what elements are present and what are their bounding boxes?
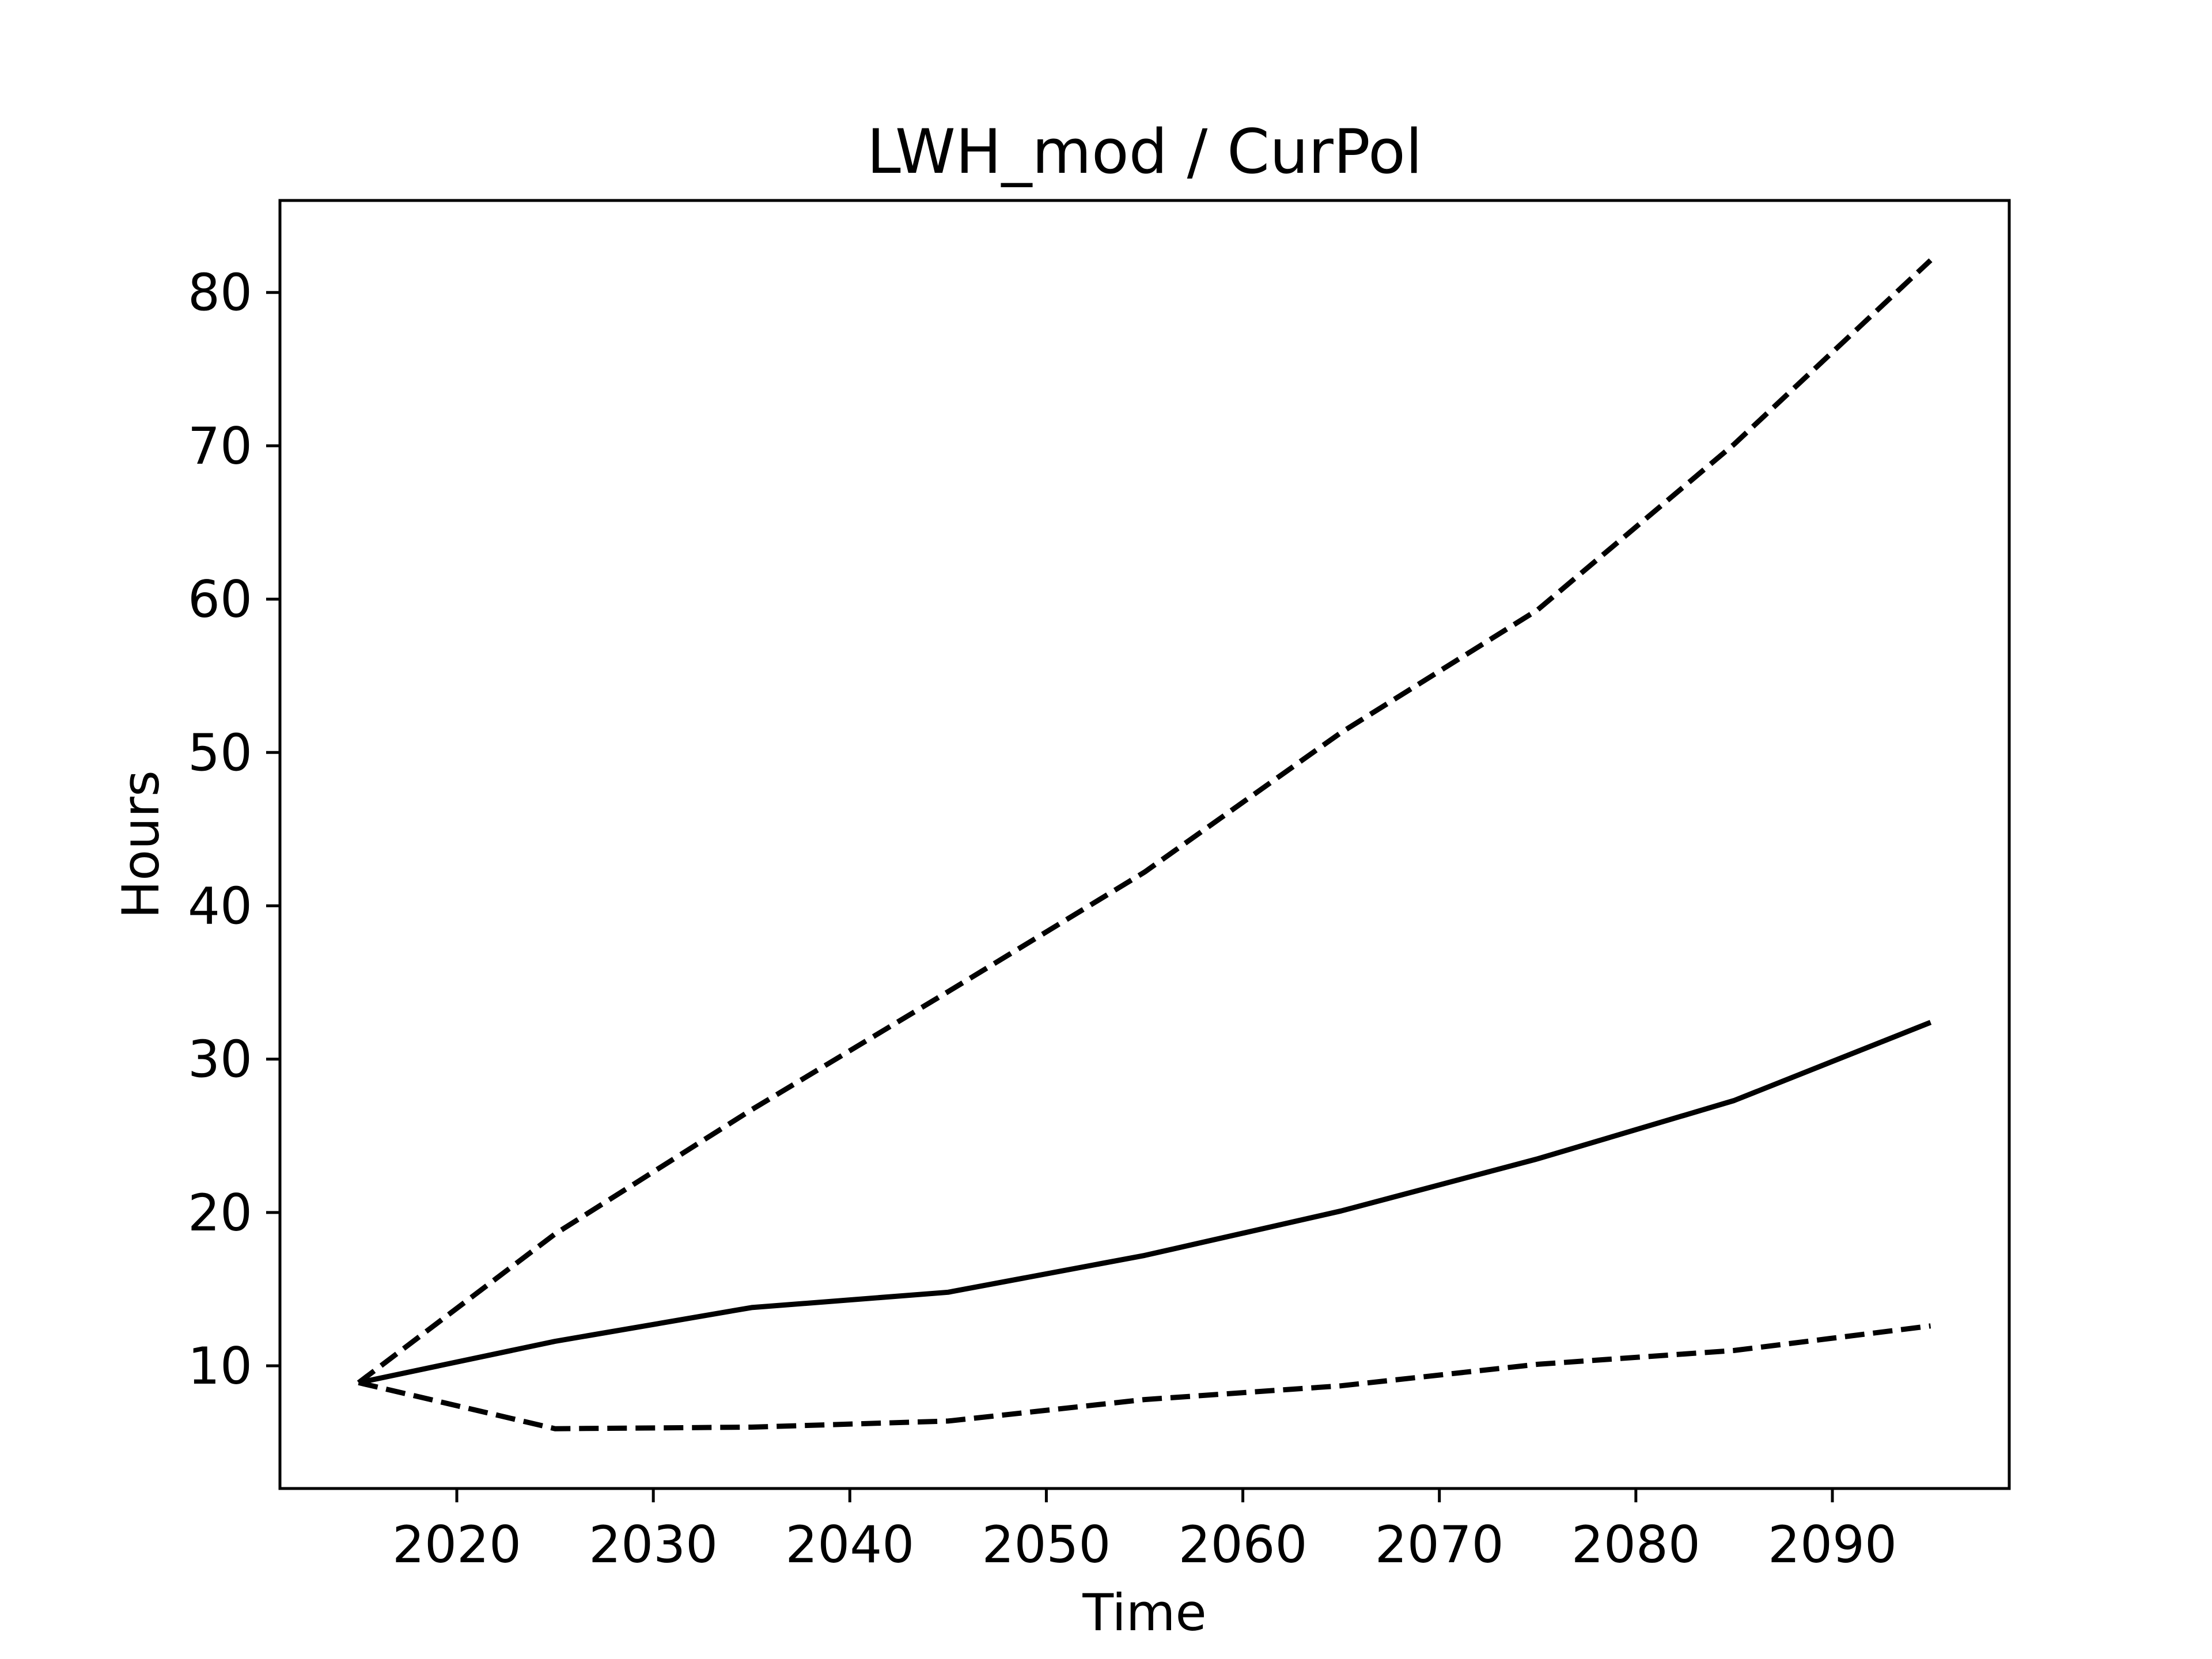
x-axis-ticks: 2020 2030 2040 2050 2060 2070 2080 2090	[392, 1488, 1897, 1574]
x-tick-label: 2090	[1768, 1515, 1897, 1574]
y-tick-label: 20	[188, 1183, 252, 1243]
y-tick-label: 80	[188, 263, 252, 323]
y-tick-label: 40	[188, 876, 252, 935]
y-axis-ticks: 10 20 30 40 50 60 70 80	[188, 263, 280, 1396]
y-tick-label: 30	[188, 1030, 252, 1089]
x-tick-label: 2020	[392, 1515, 521, 1574]
dashed-series-line-1	[357, 258, 1933, 1385]
x-tick-label: 2060	[1179, 1515, 1308, 1574]
x-tick-label: 2080	[1571, 1515, 1700, 1574]
x-tick-label: 2050	[982, 1515, 1111, 1574]
x-tick-label: 2040	[785, 1515, 914, 1574]
dashed-series-line-2	[358, 1323, 1931, 1431]
plot-area-frame	[278, 199, 2011, 1490]
y-tick-label: 70	[188, 416, 252, 476]
x-tick-label: 2030	[589, 1515, 718, 1574]
y-tick-label: 10	[188, 1336, 252, 1396]
solid-series-line-0	[358, 1020, 1932, 1385]
y-axis-label: Hours	[111, 770, 171, 919]
x-tick-label: 2070	[1375, 1515, 1504, 1574]
series-layer	[357, 258, 1933, 1431]
y-tick-label: 60	[188, 570, 252, 629]
chart-title: LWH_mod / CurPol	[867, 116, 1423, 187]
x-axis-label: Time	[1082, 1583, 1206, 1642]
y-tick-label: 50	[188, 723, 252, 782]
